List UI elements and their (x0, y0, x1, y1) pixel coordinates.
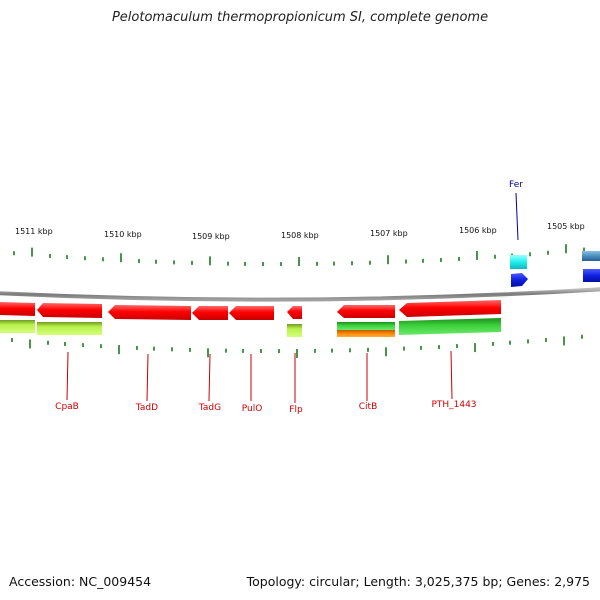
gene-label-tadg: TadG (198, 403, 221, 413)
scale-label: 1508 kbp (281, 231, 319, 240)
scale-label: 1507 kbp (370, 229, 408, 238)
cds-arrow (287, 306, 302, 319)
cyan-feature (510, 255, 527, 269)
gene-label-fer: Fer (509, 180, 523, 190)
gene-label-tadd: TadD (135, 403, 158, 413)
genome-backbone (0, 287, 600, 302)
gene-label-cpab: CpaB (55, 402, 79, 412)
cog-bar (337, 330, 395, 337)
outer-ticks (13, 244, 585, 267)
gene-label-pth1443: PTH_1443 (431, 400, 476, 410)
outer-features (510, 251, 600, 287)
cog-bar (0, 320, 35, 333)
cog-track (0, 318, 501, 337)
scale-label: 1505 kbp (547, 222, 585, 231)
cds-arrow (0, 302, 35, 316)
genome-summary-text: Topology: circular; Length: 3,025,375 bp… (246, 574, 590, 589)
scale-label: 1511 kbp (15, 227, 53, 236)
cog-bar (399, 318, 501, 335)
accession-text: Accession: NC_009454 (9, 574, 152, 589)
cds-arrow (399, 300, 501, 317)
blue-feature-right (583, 269, 600, 282)
inner-ticks (11, 334, 583, 359)
cds-arrow (108, 305, 191, 320)
scale-label: 1510 kbp (104, 230, 142, 239)
gene-label-pulo: PulO (242, 404, 263, 414)
cds-arrow (229, 306, 274, 320)
cog-bar (37, 322, 102, 335)
gene-label-flp: Flp (289, 405, 303, 415)
blue-feature (511, 273, 528, 287)
scale-label: 1506 kbp (459, 226, 497, 235)
gene-label-citb: CitB (359, 402, 378, 412)
map-title: Pelotomaculum thermopropionicum SI, comp… (111, 10, 489, 25)
cds-arrow (37, 303, 102, 318)
cds-track (0, 300, 501, 320)
scale-labels: 1511 kbp 1510 kbp 1509 kbp 1508 kbp 1507… (15, 222, 585, 241)
cds-arrow (337, 305, 395, 318)
cog-bar (287, 324, 302, 337)
cog-bar (337, 322, 395, 330)
gene-labels: CpaB TadD TadG PulO Flp CitB PTH_1443 Fe… (55, 180, 523, 415)
steel-feature (582, 251, 600, 261)
cds-arrow (192, 306, 228, 320)
gene-leaders (66, 192, 519, 403)
scale-label: 1509 kbp (192, 232, 230, 241)
